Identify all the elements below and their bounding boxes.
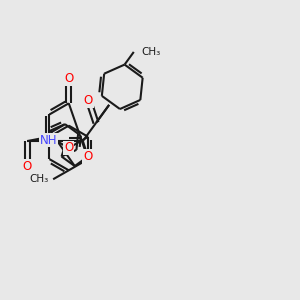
Text: O: O	[64, 72, 74, 85]
Text: CH₃: CH₃	[30, 174, 49, 184]
Text: NH: NH	[40, 134, 57, 146]
Text: O: O	[84, 94, 93, 106]
Text: O: O	[64, 142, 74, 154]
Text: O: O	[23, 160, 32, 172]
Text: CH₃: CH₃	[141, 47, 160, 57]
Text: O: O	[83, 150, 92, 163]
